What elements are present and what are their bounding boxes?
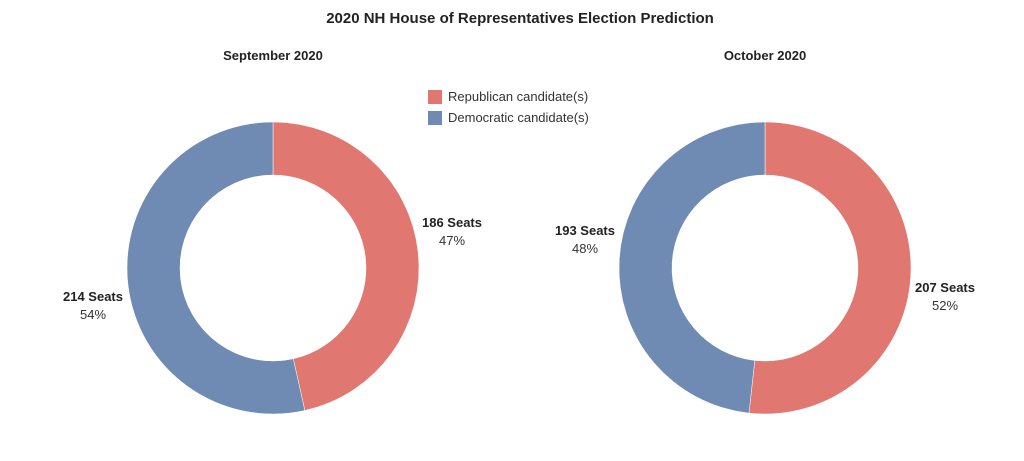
legend-item-democratic: Democratic candidate(s) (428, 107, 589, 128)
september-democratic-seats-label: 214 Seats (63, 289, 123, 304)
october-chart-subtitle: October 2020 (723, 48, 807, 63)
september-republican-slice (272, 121, 420, 411)
october-republican-seats-label: 207 Seats (915, 280, 975, 295)
legend: Republican candidate(s) Democratic candi… (428, 86, 589, 128)
september-republican-percent-label: 47% (439, 233, 465, 248)
september-democratic-slice (126, 121, 306, 415)
legend-item-republican: Republican candidate(s) (428, 86, 589, 107)
legend-label-democratic: Democratic candidate(s) (448, 110, 589, 125)
september-chart-subtitle: September 2020 (223, 48, 323, 63)
legend-label-republican: Republican candidate(s) (448, 89, 589, 104)
september-democratic-percent-label: 54% (80, 307, 106, 322)
september-republican-seats-label: 186 Seats (422, 215, 482, 230)
october-republican-percent-label: 52% (932, 298, 958, 313)
october-democratic-slice (618, 121, 766, 414)
october-republican-slice (748, 121, 912, 415)
democratic-swatch (428, 110, 442, 125)
republican-swatch (428, 89, 442, 104)
october-democratic-percent-label: 48% (572, 241, 598, 256)
chart-title: 2020 NH House of Representatives Electio… (326, 10, 714, 27)
october-democratic-seats-label: 193 Seats (555, 223, 615, 238)
